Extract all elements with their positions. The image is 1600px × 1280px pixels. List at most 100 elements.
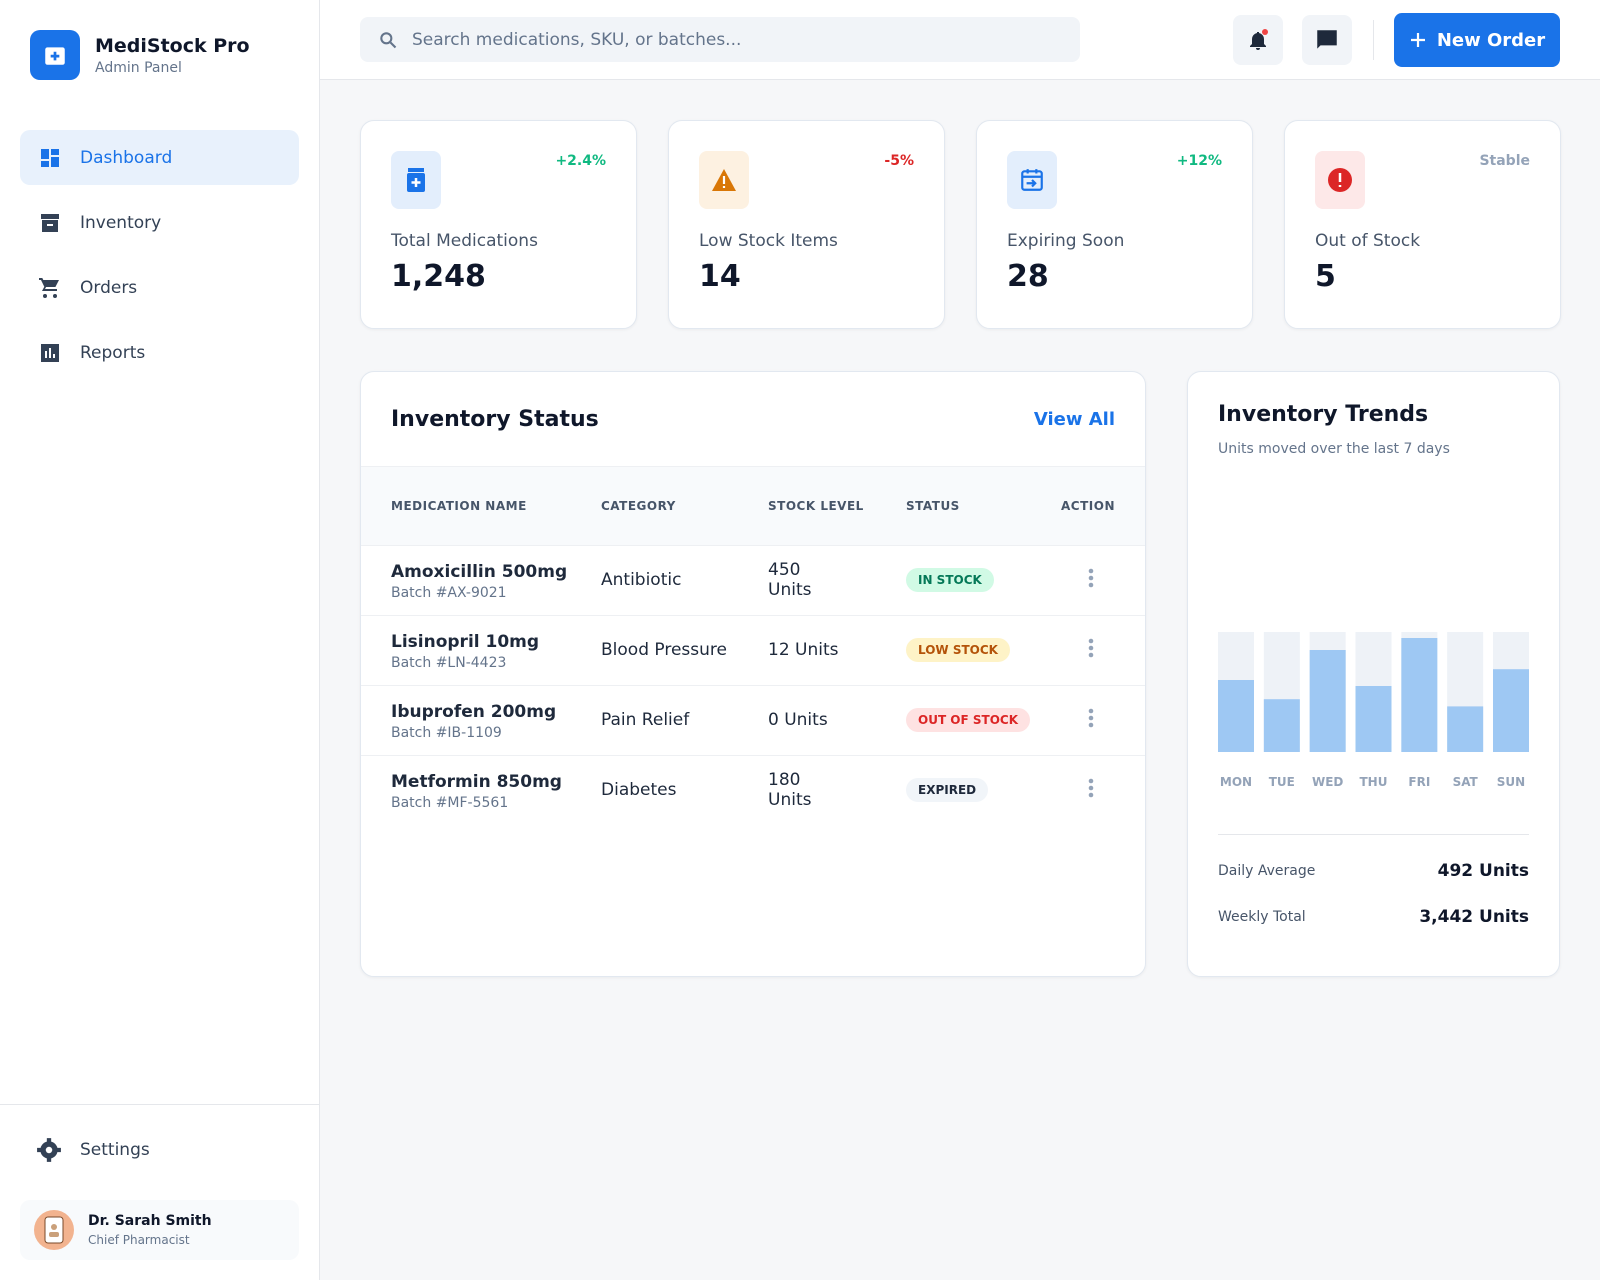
menu-dot [1088,715,1094,720]
table-row: Amoxicillin 500mg Batch #AX-9021 Antibioti… [361,544,1145,615]
new-order-button[interactable]: New Order [1394,13,1560,67]
action-cell [1046,544,1145,615]
nav-label: Reports [80,342,146,363]
menu-dot [1088,645,1094,650]
sidebar: MediStock Pro Admin Panel Dashboard Inven… [0,0,320,1280]
row-menu[interactable] [1081,636,1101,660]
table-row: Lisinopril 10mg Batch #LN-4423 Blood Press… [361,614,1145,685]
action-cell [1046,754,1145,825]
stat-label: Total Medications [391,231,538,251]
batch-number: Batch #LN-4423 [391,654,507,671]
stat-label: Expiring Soon [1007,231,1125,251]
stock-level: 450 Units [768,560,812,600]
category: Diabetes [601,780,677,800]
stat-card: +12% Expiring Soon 28 [976,120,1253,329]
card-header: Inventory Status View All [361,372,1145,467]
bar [1218,680,1254,752]
trend-chart: MON TUE WED THU FRI SAT SUN [1218,632,1529,789]
status-cell: IN STOCK [896,544,1046,615]
menu-dot [1088,785,1094,790]
stat-icon [391,151,441,209]
nav-item[interactable]: Reports [20,325,299,380]
stock-level: 0 Units [768,710,828,730]
stat-card: Stable Out of Stock 5 [1284,120,1561,329]
medication-cell: Ibuprofen 200mg Batch #IB-1109 [361,684,591,755]
status-badge: EXPIRED [906,778,989,802]
batch-number: Batch #IB-1109 [391,724,502,741]
brand: MediStock Pro Admin Panel [30,30,250,80]
action-cell [1046,684,1145,755]
messages-button[interactable] [1302,15,1352,65]
nav-item[interactable]: Orders [20,260,299,315]
batch-number: Batch #MF-5561 [391,794,509,811]
notifications-button[interactable] [1233,15,1283,65]
menu-dot [1088,792,1094,797]
settings-label: Settings [80,1140,150,1160]
x-tick-label: FRI [1408,775,1430,789]
nav-item[interactable]: Inventory [20,195,299,250]
stat-card: -5% Low Stock Items 14 [668,120,945,329]
row-menu[interactable] [1081,566,1101,590]
menu-dot [1088,778,1094,783]
category: Pain Relief [601,710,690,730]
stat-change: +12% [1176,153,1222,169]
nav-item[interactable]: Dashboard [20,130,299,185]
search-placeholder: Search medications, SKU, or batches... [412,29,742,50]
settings-link[interactable]: Settings [0,1105,320,1163]
divider [1218,834,1529,835]
search-box[interactable]: Search medications, SKU, or batches... [360,17,1080,62]
stat-value: 1,248 [391,259,486,294]
stock-cell: 450 Units [758,544,896,615]
nav-label: Orders [80,277,138,298]
medication-name: Amoxicillin 500mg [391,561,568,582]
column-header: STATUS [896,467,1046,545]
card-title: Inventory Trends [1218,402,1429,427]
stat-card: +2.4% Total Medications 1,248 [360,120,637,329]
category-cell: Blood Pressure [591,614,758,685]
view-all-link[interactable]: View All [1033,408,1115,430]
user-card[interactable]: Dr. Sarah Smith Chief Pharmacist [20,1200,299,1260]
logo [30,30,80,80]
topbar: Search medications, SKU, or batches... N… [320,0,1600,80]
stat-value: 5 [1315,259,1336,294]
summary-label: Daily Average [1218,863,1316,879]
category: Blood Pressure [601,640,727,660]
menu-dot [1088,652,1094,657]
status-cell: OUT OF STOCK [896,684,1046,755]
status-badge: OUT OF STOCK [906,708,1031,732]
summary-value: 492 Units [1437,861,1529,881]
row-menu[interactable] [1081,776,1101,800]
user-name: Dr. Sarah Smith [88,1212,212,1229]
table-header-row: MEDICATION NAME CATEGORY STOCK LEVEL STATUS… [361,467,1145,545]
user-role: Chief Pharmacist [88,1232,190,1247]
card-subtitle: Units moved over the last 7 days [1218,441,1450,457]
medication-name: Ibuprofen 200mg [391,701,557,722]
menu-dot [1088,638,1094,643]
status-badge: LOW STOCK [906,638,1010,662]
row-menu[interactable] [1081,706,1101,730]
bar [1493,669,1529,752]
stat-icon [1007,151,1057,209]
stock-cell: 180 Units [758,754,896,825]
medication-name: Lisinopril 10mg [391,631,540,652]
column-header: ACTION [1046,467,1145,545]
inventory-trends-card: Inventory Trends Units moved over the la… [1187,371,1560,977]
stat-label: Low Stock Items [699,231,838,251]
menu-dot [1088,708,1094,713]
column-header: MEDICATION NAME [361,467,591,545]
inventory-table: MEDICATION NAME CATEGORY STOCK LEVEL STATUS… [361,467,1145,825]
stat-icon [1315,151,1365,209]
new-order-label: New Order [1436,29,1546,51]
x-tick-label: TUE [1269,775,1295,789]
nav-label: Dashboard [80,147,173,168]
x-tick-label: WED [1312,775,1343,789]
menu-dot [1088,568,1094,573]
menu-dot [1088,722,1094,727]
table-body: Amoxicillin 500mg Batch #AX-9021 Antibioti… [361,544,1145,825]
stat-icon [699,151,749,209]
medication-cell: Metformin 850mg Batch #MF-5561 [361,754,591,825]
column-header: CATEGORY [591,467,758,545]
stat-change: +2.4% [555,153,606,169]
stat-change: Stable [1479,153,1530,169]
bar [1401,638,1438,752]
